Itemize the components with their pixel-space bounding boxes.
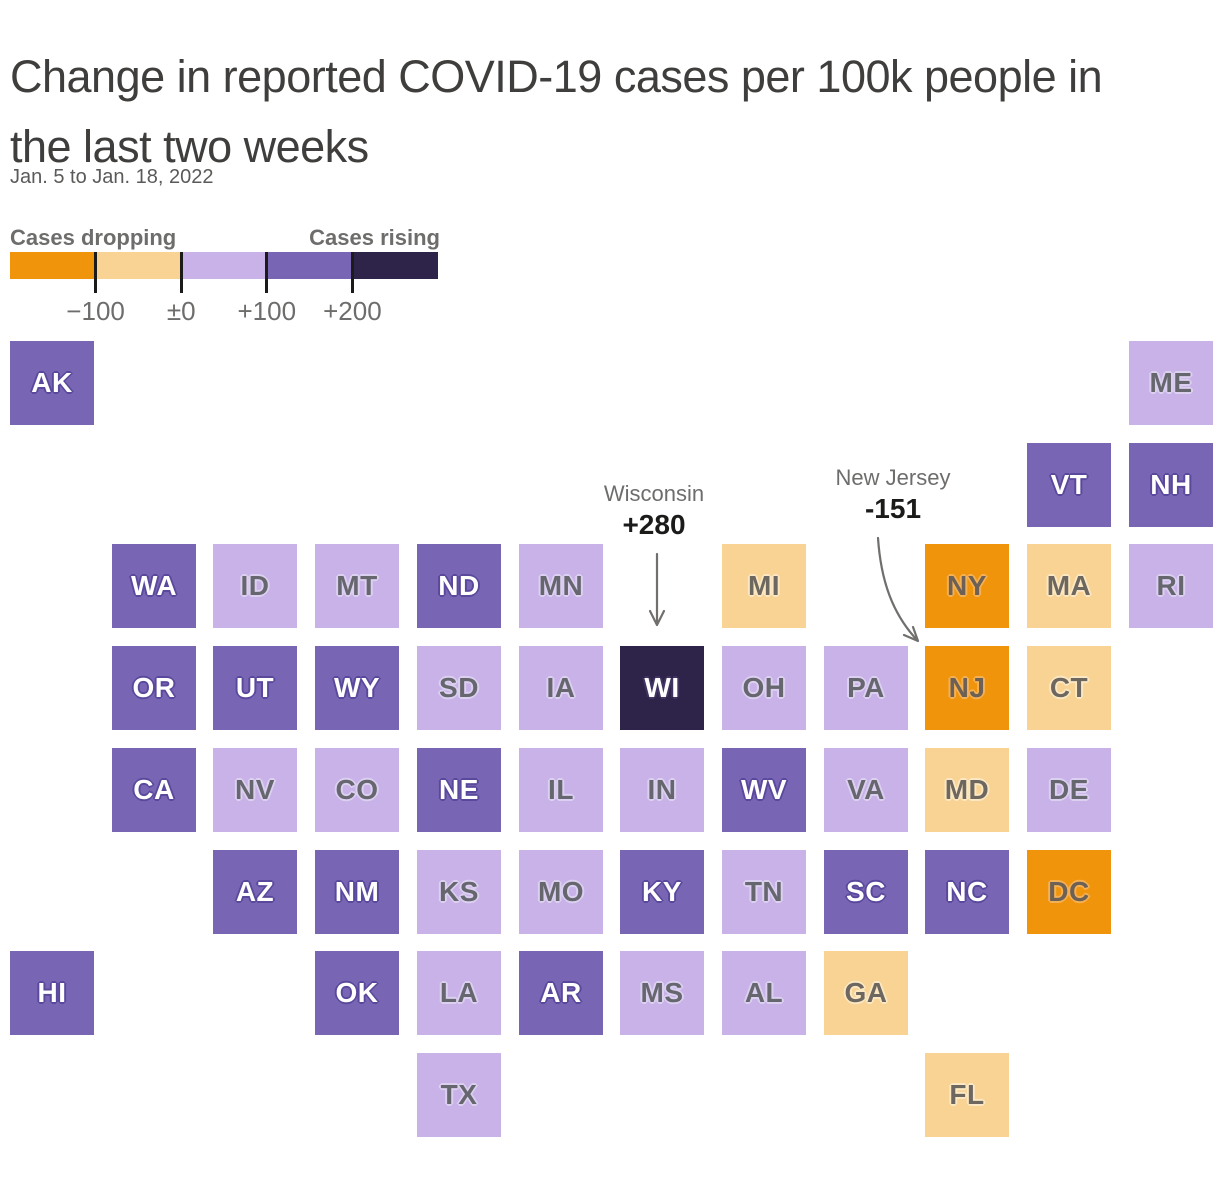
legend-segment-light_orange (95, 252, 182, 279)
legend-tick-label: +100 (237, 296, 297, 326)
state-tile-GA: GA (824, 951, 908, 1035)
state-tile-IL: IL (519, 748, 603, 832)
state-tile-LA: LA (417, 951, 501, 1035)
legend-label-cases-rising: Cases rising (309, 225, 440, 250)
state-tile-ND: ND (417, 544, 501, 628)
state-tile-MN: MN (519, 544, 603, 628)
state-tile-NM: NM (315, 850, 399, 934)
wisconsin-arrowhead (648, 609, 666, 627)
state-tile-SD: SD (417, 646, 501, 730)
legend-tick-mark (179, 252, 183, 293)
state-tile-RI: RI (1129, 544, 1213, 628)
state-tile-OK: OK (315, 951, 399, 1035)
state-tile-MT: MT (315, 544, 399, 628)
state-tile-WI: WI (620, 646, 704, 730)
annotation-wisconsin-label: Wisconsin (603, 481, 705, 506)
state-tile-CO: CO (315, 748, 399, 832)
subtitle-date-range: Jan. 5 to Jan. 18, 2022 (10, 166, 214, 188)
new-jersey-arrow (876, 536, 919, 642)
legend-segment-purple (266, 252, 353, 279)
legend-tick-mark (94, 252, 98, 293)
annotation-wisconsin: Wisconsin +280 (504, 481, 804, 541)
legend-segment-orange (10, 252, 96, 279)
state-tile-SC: SC (824, 850, 908, 934)
state-tile-IN: IN (620, 748, 704, 832)
state-tile-NH: NH (1129, 443, 1213, 527)
state-tile-DC: DC (1027, 850, 1111, 934)
state-tile-MS: MS (620, 951, 704, 1035)
legend-tick-mark (265, 252, 269, 293)
annotation-new-jersey-label: New Jersey (835, 465, 951, 490)
state-tile-NV: NV (213, 748, 297, 832)
state-tile-PA: PA (824, 646, 908, 730)
state-tile-AL: AL (722, 951, 806, 1035)
page-title: Change in reported COVID-19 cases per 10… (10, 51, 1103, 173)
state-tile-DE: DE (1027, 748, 1111, 832)
state-tile-NY: NY (925, 544, 1009, 628)
annotation-wisconsin-value: +280 (622, 509, 686, 540)
state-tile-ME: ME (1129, 341, 1213, 425)
state-tile-UT: UT (213, 646, 297, 730)
legend-label-cases-dropping: Cases dropping (10, 225, 177, 250)
state-tile-FL: FL (925, 1053, 1009, 1137)
state-tile-MO: MO (519, 850, 603, 934)
state-tile-NE: NE (417, 748, 501, 832)
annotation-new-jersey-value: -151 (864, 493, 922, 524)
new-jersey-arrowhead (902, 625, 920, 643)
state-tile-AZ: AZ (213, 850, 297, 934)
state-tile-NJ: NJ (925, 646, 1009, 730)
state-tile-MA: MA (1027, 544, 1111, 628)
state-tile-HI: HI (10, 951, 94, 1035)
state-tile-VA: VA (824, 748, 908, 832)
state-tile-MD: MD (925, 748, 1009, 832)
state-tile-IA: IA (519, 646, 603, 730)
state-tile-TN: TN (722, 850, 806, 934)
legend-tick-label: ±0 (166, 296, 196, 326)
state-tile-OH: OH (722, 646, 806, 730)
state-tile-MI: MI (722, 544, 806, 628)
legend-tick-label: +200 (323, 296, 382, 326)
state-tile-AK: AK (10, 341, 94, 425)
legend-tick-mark (350, 252, 354, 293)
state-tile-NC: NC (925, 850, 1009, 934)
state-tile-AR: AR (519, 951, 603, 1035)
legend-tick-label: −100 (66, 296, 125, 326)
state-tile-WA: WA (112, 544, 196, 628)
legend-color-scale (10, 252, 438, 279)
state-tile-OR: OR (112, 646, 196, 730)
state-tile-TX: TX (417, 1053, 501, 1137)
state-tile-KY: KY (620, 850, 704, 934)
state-tile-CT: CT (1027, 646, 1111, 730)
legend-segment-light_purple (181, 252, 267, 279)
legend-segment-dark (352, 252, 438, 279)
state-tile-CA: CA (112, 748, 196, 832)
state-tile-WY: WY (315, 646, 399, 730)
state-tile-WV: WV (722, 748, 806, 832)
state-tile-VT: VT (1027, 443, 1111, 527)
state-tile-ID: ID (213, 544, 297, 628)
state-tile-KS: KS (417, 850, 501, 934)
annotation-new-jersey: New Jersey -151 (743, 465, 1043, 525)
